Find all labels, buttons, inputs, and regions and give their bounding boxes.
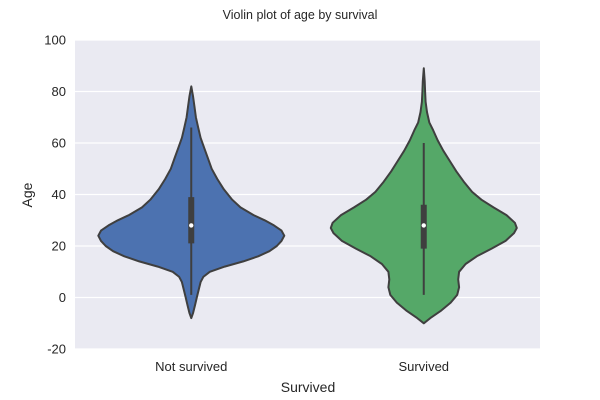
y-tick-label: 20	[52, 239, 66, 254]
y-tick-label: 100	[44, 33, 66, 48]
x-axis-ticks: Not survived Survived	[155, 359, 449, 374]
violins	[97, 67, 518, 325]
violin-2	[329, 67, 518, 325]
y-tick-label: -20	[47, 342, 66, 357]
chart-title: Violin plot of age by survival	[223, 8, 378, 22]
y-tick-label: 0	[59, 290, 66, 305]
violin-1	[97, 85, 286, 320]
x-tick-label: Survived	[398, 359, 449, 374]
y-tick-label: 80	[52, 84, 66, 99]
violin-median-dot	[421, 223, 426, 228]
y-axis-label: Age	[19, 182, 35, 207]
y-axis-ticks: -20 0 20 40 60 80 100	[44, 33, 66, 357]
x-axis-label: Survived	[281, 379, 335, 395]
y-tick-label: 40	[52, 187, 66, 202]
x-tick-label: Not survived	[155, 359, 227, 374]
violin-median-dot	[189, 223, 194, 228]
y-tick-label: 60	[52, 136, 66, 151]
